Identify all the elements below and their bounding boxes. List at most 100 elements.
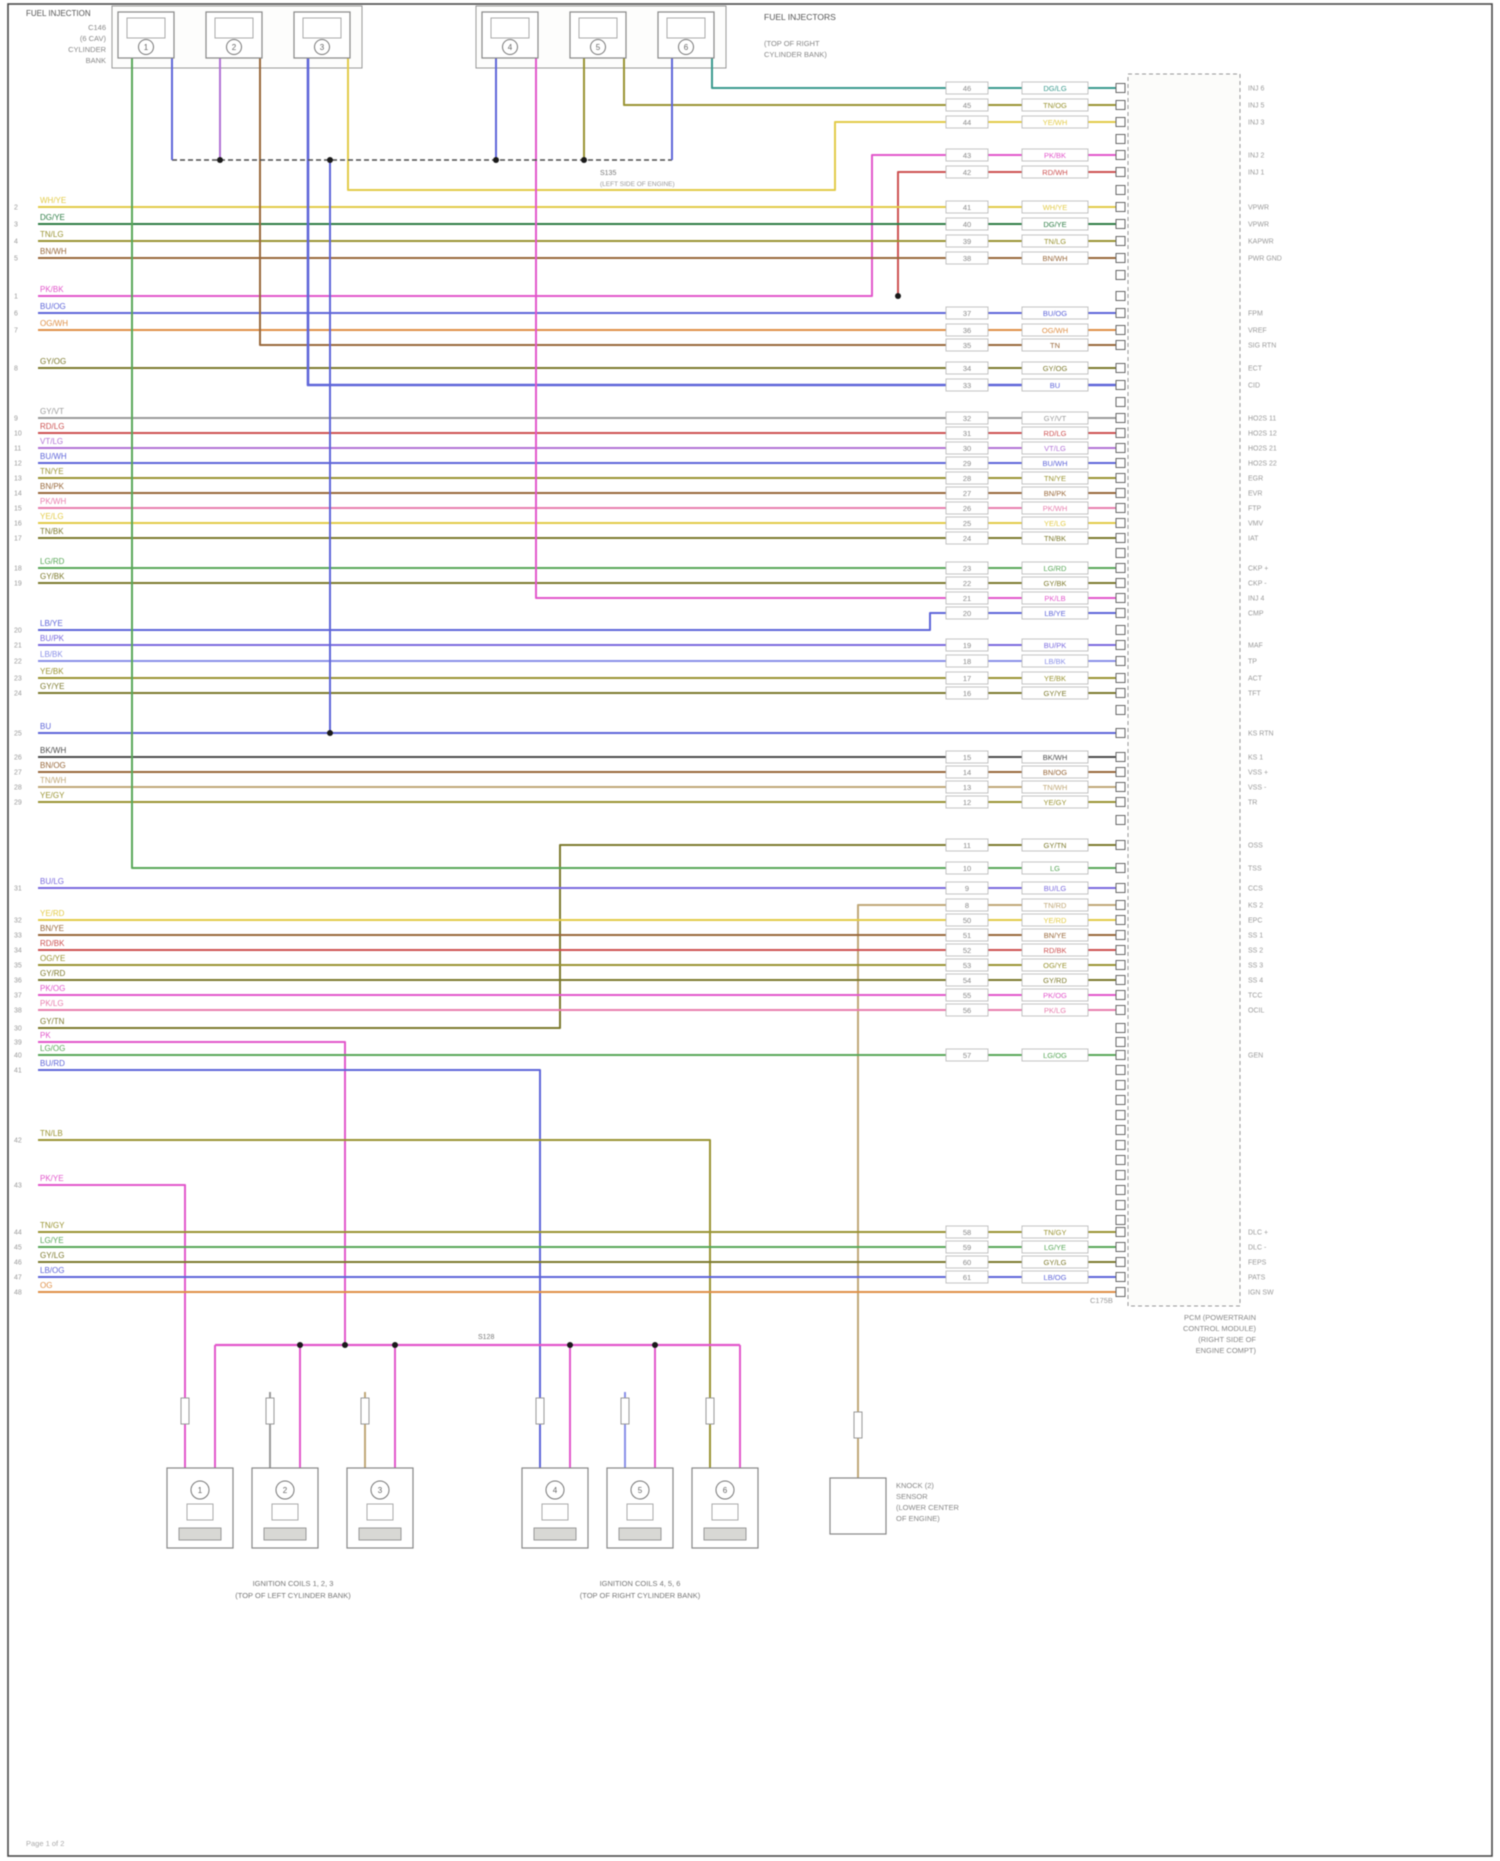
wire-code: YE/WH xyxy=(1043,118,1068,127)
wire-code-box xyxy=(1021,576,1089,590)
pin-number-box xyxy=(945,1048,989,1062)
wire-code-box xyxy=(1021,958,1089,972)
left-pin-number: 11 xyxy=(14,446,21,453)
pin-number: 57 xyxy=(963,1051,971,1060)
coil-inner xyxy=(626,1503,654,1521)
wire-code: GY/TN xyxy=(1044,841,1067,850)
wire-code-box xyxy=(1021,861,1089,875)
wire-code-box xyxy=(1021,654,1089,668)
connector-pin xyxy=(1115,1095,1126,1105)
pin-number: 19 xyxy=(963,641,971,650)
wire-code-box xyxy=(1021,780,1089,794)
pin-number: 45 xyxy=(963,101,971,110)
wire-code-box xyxy=(1021,943,1089,957)
circuit-name: HO2S 21 xyxy=(1248,446,1277,453)
left-pin-number: 23 xyxy=(14,676,22,683)
pcm-connector-strip xyxy=(1127,73,1241,1307)
connector-pin xyxy=(1115,518,1126,528)
circuit-name: TCC xyxy=(1248,993,1262,1000)
circuit-name: SIG RTN xyxy=(1248,343,1276,350)
circuit-name: MAF xyxy=(1248,643,1263,650)
connector-pin xyxy=(1115,291,1126,301)
wire-code: LB/OG xyxy=(1044,1273,1067,1282)
wire-color-label: TN/BK xyxy=(40,527,64,536)
wire-color-label: TN/LG xyxy=(40,230,64,239)
circuit-name: TP xyxy=(1248,659,1257,666)
pin-number: 38 xyxy=(963,254,971,263)
pin-number-box xyxy=(945,361,989,375)
pin-number-box xyxy=(945,98,989,112)
pin-number: 35 xyxy=(963,341,971,350)
wire-code-box xyxy=(1021,838,1089,852)
wire-color-label: PK/LG xyxy=(40,999,64,1008)
wire-code-box xyxy=(1021,765,1089,779)
wire-code: LB/YE xyxy=(1044,609,1065,618)
wire-color-label: LB/OG xyxy=(40,1266,64,1275)
junction-dot xyxy=(217,157,223,163)
wire-code: TN/RD xyxy=(1044,901,1067,910)
connector-pin xyxy=(1115,752,1126,762)
wire-color-label: BN/YE xyxy=(40,924,64,933)
pin-number: 61 xyxy=(963,1273,971,1282)
connector-pin xyxy=(1115,1050,1126,1060)
connector-pin xyxy=(1115,340,1126,350)
coil-group-label: (TOP OF LEFT CYLINDER BANK) xyxy=(235,1591,351,1600)
wire-code-box xyxy=(1021,501,1089,515)
pin-number-box xyxy=(945,531,989,545)
left-pin-number: 28 xyxy=(14,785,22,792)
connector-pin xyxy=(1115,167,1126,177)
pin-number: 10 xyxy=(963,864,971,873)
connector-note: C146 xyxy=(88,23,106,32)
wire-code: BN/PK xyxy=(1044,489,1067,498)
circuit-name: OCIL xyxy=(1248,1008,1264,1015)
pin-number: 29 xyxy=(963,459,971,468)
wire-color-label: BN/WH xyxy=(40,247,67,256)
pin-number-box xyxy=(945,217,989,231)
junction-dot xyxy=(652,1342,658,1348)
wire-code-box xyxy=(1021,531,1089,545)
connector-pin xyxy=(1115,782,1126,792)
circuit-name: CID xyxy=(1248,383,1260,390)
circuit-name: EGR xyxy=(1248,476,1263,483)
injector-number-circle xyxy=(590,39,606,55)
wire xyxy=(306,58,1120,387)
pin-number-box xyxy=(945,765,989,779)
coil-number-circle xyxy=(370,1480,390,1500)
pin-number: 22 xyxy=(963,579,971,588)
injector-number-circle xyxy=(678,39,694,55)
connector-pin xyxy=(1115,1200,1126,1210)
injector-number: 6 xyxy=(684,43,689,52)
connector-pin xyxy=(1115,503,1126,513)
wire xyxy=(38,1041,346,1345)
connector-pin xyxy=(1115,397,1126,407)
circuit-name: CCS xyxy=(1248,886,1263,893)
pin-number-box xyxy=(945,898,989,912)
connector-pin xyxy=(1115,578,1126,588)
left-pin-number: 3 xyxy=(14,222,18,229)
pin-number: 43 xyxy=(963,151,971,160)
wire-code: GY/BK xyxy=(1044,579,1067,588)
wire xyxy=(347,58,1120,191)
wire-code-box xyxy=(1021,750,1089,764)
connector-pin xyxy=(1115,1227,1126,1237)
pin-number: 24 xyxy=(963,534,971,543)
pin-number: 12 xyxy=(963,798,971,807)
wire-code: RD/LG xyxy=(1044,429,1067,438)
pin-number-box xyxy=(945,943,989,957)
wire-code: RD/WH xyxy=(1042,168,1067,177)
wire-code-box xyxy=(1021,1048,1089,1062)
connector-pin xyxy=(1115,673,1126,683)
left-pin-number: 34 xyxy=(14,948,22,955)
wire-code: TN/YE xyxy=(1044,474,1066,483)
wire-code-box xyxy=(1021,378,1089,392)
pin-number-box xyxy=(945,1225,989,1239)
wire-color-label: YE/LG xyxy=(40,512,64,521)
circuit-name: INJ 5 xyxy=(1248,103,1264,110)
coil-inner xyxy=(271,1503,299,1521)
circuit-name: VPWR xyxy=(1248,222,1269,229)
wire-code-box xyxy=(1021,928,1089,942)
knock-sensor-symbol xyxy=(829,1477,887,1535)
pin-number: 37 xyxy=(963,309,971,318)
circuit-name: ECT xyxy=(1248,366,1263,373)
circuit-name: CKP + xyxy=(1248,566,1268,573)
